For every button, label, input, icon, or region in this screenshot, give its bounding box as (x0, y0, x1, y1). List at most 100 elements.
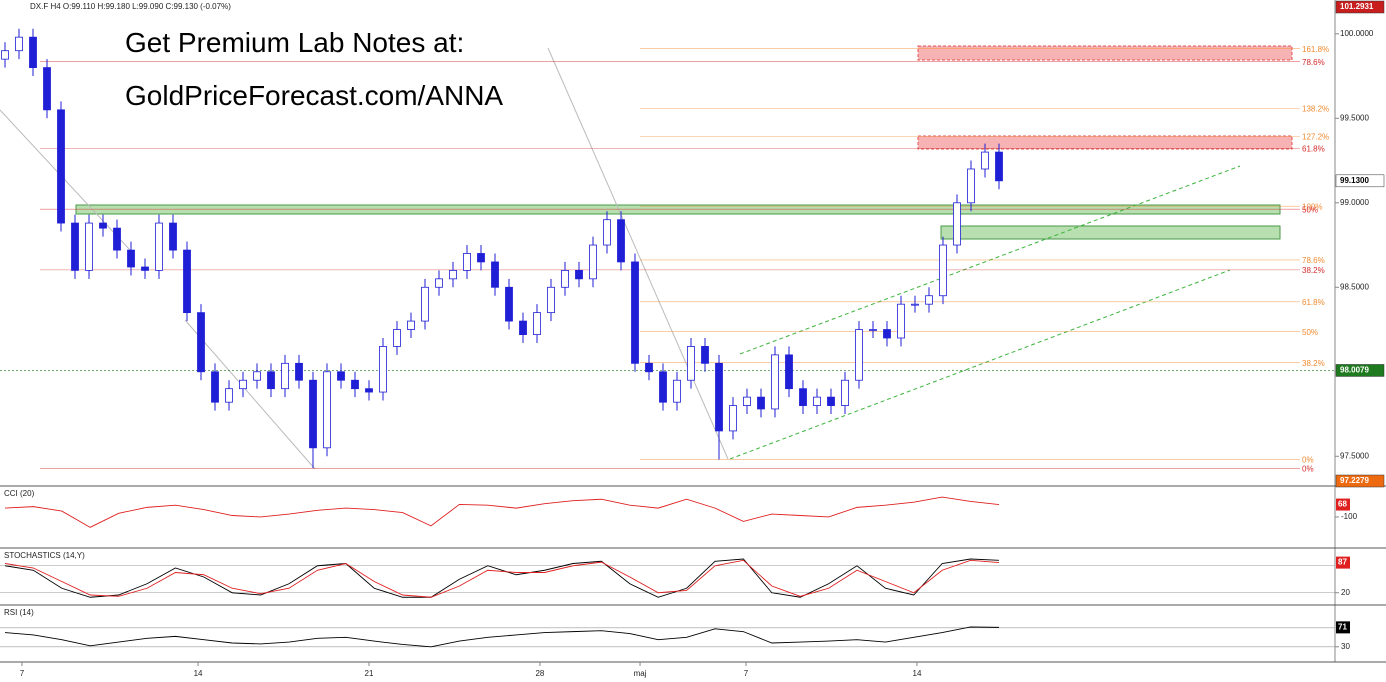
indicator-tag-label: 71 (1338, 622, 1347, 631)
indicator-line (4, 626, 1000, 648)
level-label: 50% (1302, 205, 1318, 214)
candle-body (841, 379, 849, 406)
price-tag (1335, 364, 1385, 377)
candle-body (757, 396, 765, 410)
y-tick-label: 100.0000 (1340, 29, 1374, 38)
candle-body (155, 222, 163, 271)
candle-body (239, 379, 247, 390)
candle-body (911, 303, 919, 306)
candle-body (533, 312, 541, 335)
y-tick-label: 98.5000 (1340, 282, 1369, 291)
level-label: 78.6% (1302, 58, 1325, 67)
level-label: 138.2% (1302, 105, 1329, 114)
candle-body (561, 269, 569, 288)
price-tag-label: 101.2931 (1340, 2, 1374, 11)
candle-body (295, 362, 303, 381)
level-label: 78.6% (1302, 256, 1325, 265)
price-tag (1335, 0, 1385, 14)
price-tag-label: 97.2279 (1340, 476, 1369, 485)
candle-body (925, 295, 933, 305)
candle-body (449, 269, 457, 280)
candle-body (953, 202, 961, 246)
candle-body (169, 222, 177, 251)
candle-body (141, 266, 149, 271)
candle-body (813, 396, 821, 406)
level-label: 61.8% (1302, 144, 1325, 153)
level-label: 61.8% (1302, 298, 1325, 307)
candle-body (393, 329, 401, 347)
price-tag-label: 98.0079 (1340, 366, 1369, 375)
candle-body (673, 379, 681, 403)
indicator-tag-label: 68 (1338, 500, 1347, 509)
y-tick-label: 97.5000 (1340, 451, 1369, 460)
candle-body (29, 36, 37, 68)
candle-body (939, 244, 947, 297)
level-label: 50% (1302, 328, 1318, 337)
candle-body (799, 388, 807, 406)
candle-body (113, 227, 121, 251)
candle-body (827, 396, 835, 406)
candle-body (631, 261, 639, 364)
candle-body (897, 303, 905, 339)
candle-body (281, 362, 289, 390)
level-label: 0% (1302, 455, 1314, 464)
candle-body (547, 286, 555, 314)
x-tick-label: 21 (365, 669, 374, 678)
candle-body (617, 219, 625, 263)
level-label: 127.2% (1302, 132, 1329, 141)
candle-body (477, 253, 485, 263)
candle-body (981, 151, 989, 170)
level-label: 100% (1302, 202, 1322, 211)
price-tag (1335, 174, 1385, 188)
y-tick-label: -100 (1341, 512, 1358, 521)
candle-body (883, 329, 891, 339)
level-label: 0% (1302, 464, 1314, 473)
candle-body (323, 371, 331, 449)
candle-body (197, 312, 205, 373)
resistance-zone (917, 135, 1293, 150)
candle-body (211, 371, 219, 403)
candle-body (491, 261, 499, 288)
candle-body (743, 396, 751, 406)
candle-body (575, 269, 583, 280)
x-tick-label: 7 (744, 669, 749, 678)
price-tag-label: 99.1300 (1340, 176, 1369, 185)
level-label: 38.2% (1302, 266, 1325, 275)
y-tick-label: 99.5000 (1340, 113, 1369, 122)
candle-body (43, 67, 51, 111)
x-tick-label: 14 (194, 669, 203, 678)
indicator-tag (1336, 556, 1350, 569)
x-tick-label: 14 (913, 669, 922, 678)
panel-title: CCI (20) (4, 489, 35, 498)
support-zone (940, 225, 1281, 240)
candle-body (407, 320, 415, 330)
candle-body (855, 329, 863, 381)
candle-body (85, 222, 93, 271)
candle-body (603, 219, 611, 246)
candle-body (183, 249, 191, 314)
trend-channel (729, 269, 1231, 460)
indicator-tag (1336, 621, 1350, 634)
candle-body (687, 346, 695, 381)
level-label: 161.8% (1302, 45, 1329, 54)
candle-body (729, 405, 737, 432)
annotation: Get Premium Lab Notes at: (125, 27, 464, 58)
level-label: 38.2% (1302, 359, 1325, 368)
candle-body (869, 329, 877, 331)
y-tick-label: 20 (1341, 588, 1350, 597)
resistance-zone (917, 45, 1293, 61)
candle-body (505, 286, 513, 322)
annotation: GoldPriceForecast.com/ANNA (125, 80, 503, 111)
price-tag (1335, 474, 1385, 488)
panel-title: RSI (14) (4, 608, 34, 617)
candle-body (351, 379, 359, 390)
candle-body (995, 151, 1003, 182)
candle-body (365, 388, 373, 393)
candle-body (645, 362, 653, 373)
candle-body (659, 371, 667, 403)
trend-line (0, 109, 131, 251)
candle-body (379, 346, 387, 393)
candle-body (253, 371, 261, 381)
